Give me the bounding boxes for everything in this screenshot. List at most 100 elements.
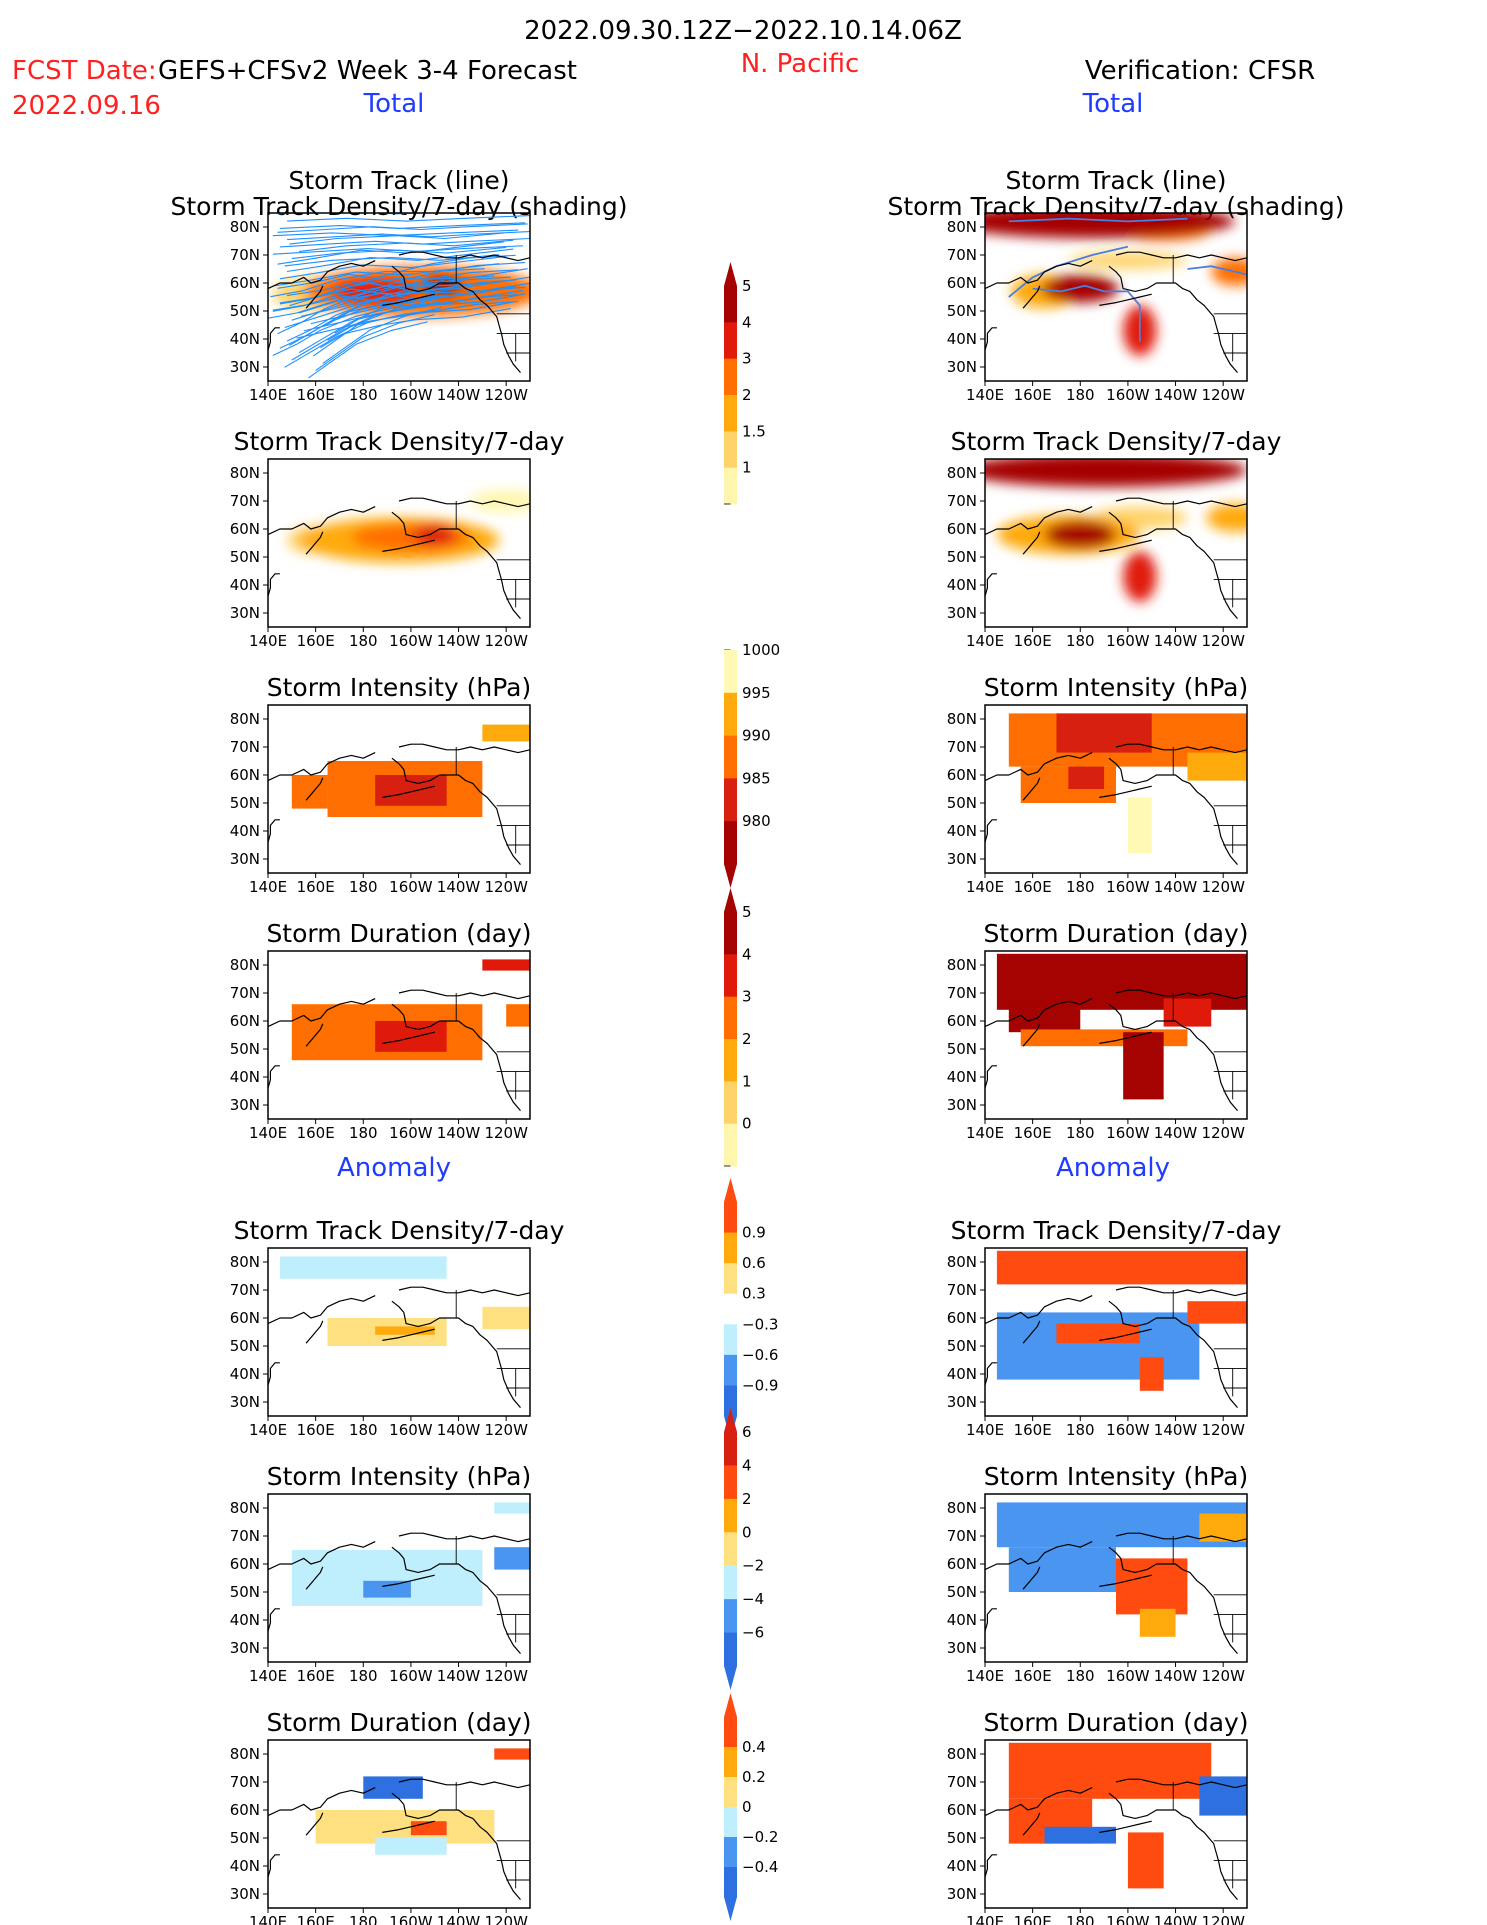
y-tick-label: 30N: [230, 1885, 260, 1903]
y-tick-label: 60N: [230, 1801, 260, 1819]
colorbar-segment: [724, 1324, 737, 1356]
value-cell: [1056, 713, 1152, 753]
y-tick-label: 40N: [947, 576, 977, 594]
value-cell: [482, 959, 530, 971]
x-tick-label: 140E: [249, 878, 287, 896]
colorbar-segment: [724, 1565, 737, 1600]
x-tick-label: 120W: [484, 878, 528, 896]
colorbar-segment: [724, 322, 737, 360]
map-panel-fcst_intensity: Storm Intensity (hPa) 140E 160E 180 160W 140W…: [230, 673, 532, 896]
coastlines: [268, 251, 530, 373]
y-tick-label: 30N: [230, 1096, 260, 1114]
x-tick-label: 140W: [437, 878, 481, 896]
value-cell: [1008, 1547, 1116, 1592]
map-panel-fcst_density_anom: Storm Track Density/7-day 140E 160E 180 160W…: [230, 1216, 565, 1439]
colorbar-segment: [724, 1465, 737, 1500]
colorbar-label: 1000: [742, 641, 780, 659]
colorbar-density_anom: 0.9 0.6 0.3 −0.3 −0.6 −0.9: [724, 1178, 778, 1440]
colorbar-label: 995: [742, 684, 771, 702]
map-frame: [267, 1739, 531, 1909]
colorbar-label: 0: [742, 1115, 752, 1133]
map-area: [985, 1502, 1247, 1654]
x-tick-label: 180: [349, 1667, 378, 1685]
y-tick-label: 60N: [947, 766, 977, 784]
panel-title: Storm Duration (day): [266, 1708, 531, 1737]
x-tick-label: 140W: [437, 1124, 481, 1142]
verification-label: Verification: CFSR: [1085, 56, 1315, 86]
colorbar-label: 6: [742, 1423, 752, 1441]
y-tick-label: 60N: [230, 766, 260, 784]
x-tick-label: 140W: [1154, 1913, 1198, 1925]
density-blob: [1206, 503, 1247, 532]
colorbar-segment: [724, 358, 737, 396]
y-tick-label: 50N: [947, 1583, 977, 1601]
y-tick-label: 40N: [947, 1068, 977, 1086]
map-panels: Storm Track (line)Storm Track Density/7-…: [170, 166, 1344, 1925]
colorbar-label: −2: [742, 1557, 764, 1575]
density-shading: [985, 459, 1247, 602]
y-tick-label: 80N: [947, 956, 977, 974]
map-frame: [984, 1739, 1248, 1909]
value-cell: [1187, 752, 1247, 781]
x-tick-label: 140W: [1154, 1421, 1198, 1439]
x-tick-label: 160W: [389, 632, 433, 650]
coastlines: [268, 1778, 530, 1900]
colorbar-triangle: [724, 1666, 737, 1690]
fcst-date: 2022.09.16: [12, 91, 161, 121]
x-tick-label: 120W: [484, 1667, 528, 1685]
value-cell: [1068, 766, 1105, 789]
map-area: [985, 1742, 1247, 1900]
y-tick-label: 70N: [230, 984, 260, 1002]
colorbar-triangle: [724, 888, 737, 912]
x-tick-label: 120W: [1201, 386, 1245, 404]
y-tick-label: 50N: [230, 1583, 260, 1601]
map-area: [985, 713, 1247, 865]
x-tick-label: 140W: [1154, 1124, 1198, 1142]
y-tick-label: 80N: [947, 710, 977, 728]
y-tick-label: 70N: [947, 738, 977, 756]
colorbar-label: 0.3: [742, 1285, 766, 1303]
coastlines: [985, 251, 1247, 373]
fcst-model: GEFS+CFSv2 Week 3-4 Forecast: [158, 56, 577, 86]
y-tick-label: 70N: [947, 246, 977, 264]
map-frame: [267, 458, 531, 628]
y-tick-label: 80N: [230, 464, 260, 482]
value-cell: [375, 775, 447, 806]
x-tick-label: 180: [349, 386, 378, 404]
colorbar-label: 5: [742, 277, 752, 295]
value-cell: [1056, 1323, 1140, 1344]
y-tick-label: 30N: [230, 358, 260, 376]
y-tick-label: 80N: [230, 218, 260, 236]
y-tick-label: 50N: [230, 794, 260, 812]
colorbar-segment: [724, 1232, 737, 1264]
y-tick-label: 80N: [230, 1745, 260, 1763]
x-tick-label: 140E: [966, 878, 1004, 896]
x-tick-label: 160W: [1106, 1124, 1150, 1142]
y-tick-label: 70N: [947, 1281, 977, 1299]
colorbar-segment: [724, 1263, 737, 1295]
x-tick-label: 140E: [249, 1124, 287, 1142]
value-cell: [1123, 1032, 1164, 1100]
colorbar-segment: [724, 954, 737, 998]
y-tick-label: 40N: [947, 1365, 977, 1383]
colorbar-label: −4: [742, 1590, 764, 1608]
colorbar-label: 1.5: [742, 422, 766, 440]
colorbar-segment: [724, 1717, 737, 1748]
y-tick-label: 30N: [947, 1639, 977, 1657]
x-tick-label: 140W: [437, 1667, 481, 1685]
x-tick-label: 160W: [389, 386, 433, 404]
y-tick-label: 70N: [230, 1281, 260, 1299]
x-tick-label: 180: [1066, 1913, 1095, 1925]
y-tick-label: 30N: [230, 1393, 260, 1411]
colorbar-segment: [724, 431, 737, 469]
colorbar-duration_total: 5 4 3 2 1 0: [724, 888, 752, 1167]
y-tick-label: 60N: [230, 1012, 260, 1030]
x-tick-label: 120W: [1201, 1667, 1245, 1685]
colorbar-segment: [724, 778, 737, 822]
y-tick-label: 40N: [230, 576, 260, 594]
value-cell: [375, 1326, 435, 1335]
x-tick-label: 140E: [966, 1124, 1004, 1142]
y-tick-label: 40N: [230, 1611, 260, 1629]
colorbar-triangle: [724, 262, 737, 286]
x-tick-label: 180: [1066, 878, 1095, 896]
